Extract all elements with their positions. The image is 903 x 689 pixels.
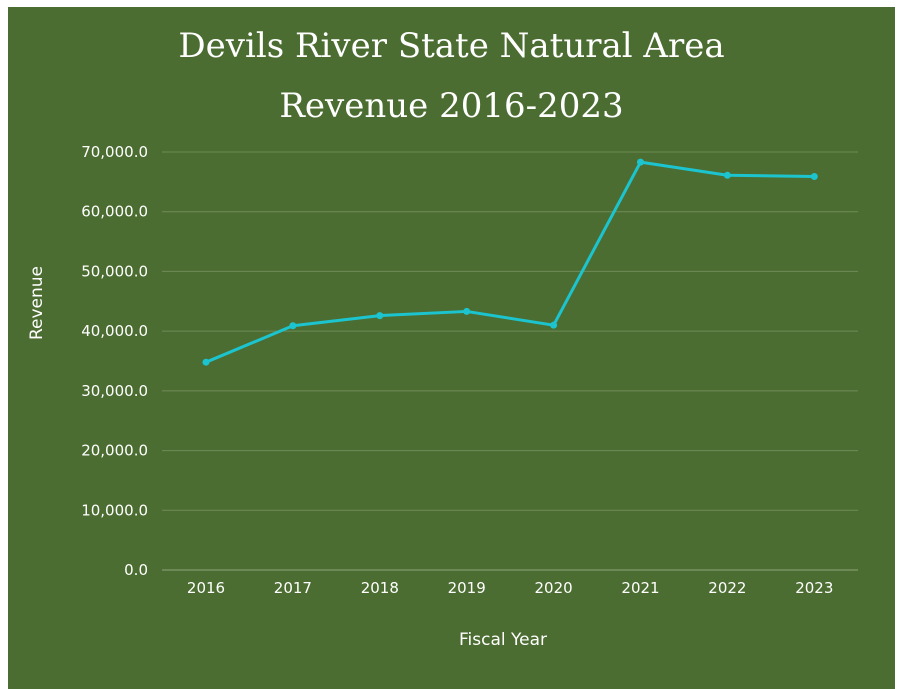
x-tick-label: 2019 bbox=[448, 579, 486, 597]
y-tick-label: 0.0 bbox=[124, 561, 148, 579]
y-axis-label: Revenue bbox=[27, 266, 47, 340]
data-points bbox=[202, 158, 818, 366]
x-axis-ticks: 2016 2017 2018 2019 2020 2021 2022 2023 bbox=[187, 579, 833, 597]
x-tick-label: 2023 bbox=[795, 579, 833, 597]
data-point bbox=[810, 172, 818, 180]
x-tick-label: 2021 bbox=[621, 579, 659, 597]
data-point bbox=[289, 322, 297, 330]
data-point bbox=[463, 307, 471, 315]
series-line bbox=[205, 160, 815, 364]
x-tick-label: 2016 bbox=[187, 579, 225, 597]
x-tick-label: 2018 bbox=[361, 579, 399, 597]
chart-panel: Devils River State Natural Area Revenue … bbox=[8, 7, 895, 689]
y-tick-label: 20,000.0 bbox=[81, 442, 148, 460]
x-axis-label: Fiscal Year bbox=[459, 630, 547, 650]
y-tick-label: 50,000.0 bbox=[81, 262, 148, 280]
y-axis-ticks: 0.0 10,000.0 20,000.0 30,000.0 40,000.0 50,00… bbox=[81, 143, 148, 579]
y-tick-label: 10,000.0 bbox=[81, 501, 148, 519]
x-tick-label: 2017 bbox=[274, 579, 312, 597]
data-point bbox=[202, 358, 210, 366]
chart-title: Devils River State Natural Area bbox=[178, 26, 725, 66]
y-tick-label: 60,000.0 bbox=[81, 203, 148, 221]
gridlines bbox=[162, 151, 858, 571]
x-tick-label: 2020 bbox=[535, 579, 573, 597]
data-point bbox=[723, 171, 731, 179]
data-point bbox=[376, 312, 384, 320]
y-tick-label: 30,000.0 bbox=[81, 382, 148, 400]
chart-subtitle: Revenue 2016-2023 bbox=[279, 86, 624, 126]
data-point bbox=[550, 321, 558, 329]
data-point bbox=[637, 158, 644, 166]
x-tick-label: 2022 bbox=[708, 579, 746, 597]
y-tick-label: 70,000.0 bbox=[81, 143, 148, 161]
y-tick-label: 40,000.0 bbox=[81, 322, 148, 340]
